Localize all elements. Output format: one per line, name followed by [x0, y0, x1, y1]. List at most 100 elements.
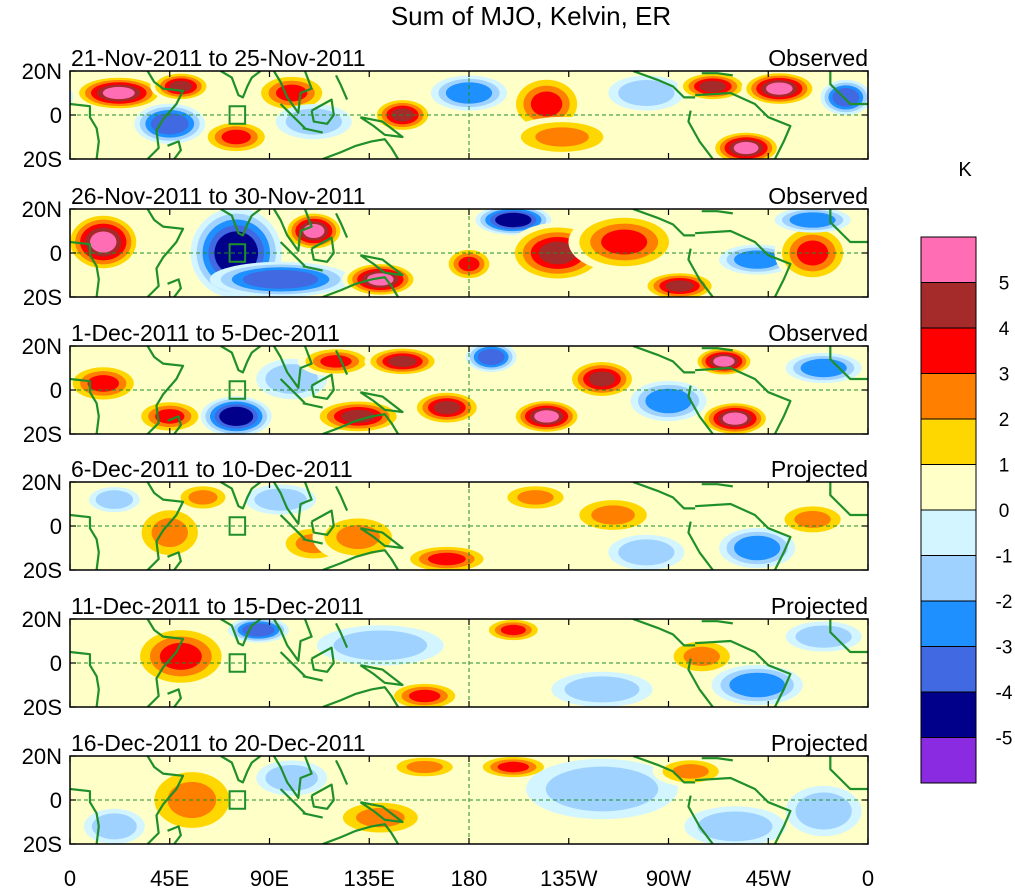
coast-madagascar	[167, 551, 182, 570]
anomaly-contour	[155, 409, 185, 424]
anomaly-field	[70, 209, 924, 297]
y-tick-label: 20N	[22, 744, 62, 769]
anomaly-field	[70, 619, 868, 707]
coast-east-africa	[146, 619, 185, 707]
coast-new-guinea	[359, 116, 404, 139]
coast-java	[302, 265, 323, 272]
coastlines	[70, 71, 868, 159]
anomaly-contour	[538, 241, 577, 265]
coastlines	[70, 619, 868, 707]
coast-philippines	[335, 349, 349, 376]
anomaly-contour	[188, 490, 218, 505]
coast-india	[220, 756, 262, 784]
coast-caribbean	[701, 483, 733, 488]
y-tick-label: 20N	[22, 607, 62, 632]
coast-java	[302, 812, 323, 819]
panel-status: Projected	[771, 456, 868, 482]
colorbar: 5 4 3 2 1 0 -1 -2 -3 -4 -5 K	[920, 159, 1013, 784]
colorbar-swatch	[920, 555, 977, 602]
x-tick-label: 90W	[646, 866, 691, 889]
colorbar-swatch	[920, 600, 977, 647]
region-box	[228, 105, 247, 125]
coast-west-africa	[829, 482, 868, 517]
anomaly-contour	[805, 798, 842, 824]
coast-east-africa	[146, 346, 185, 434]
coast-west-africa	[829, 619, 868, 654]
anomaly-contour	[320, 355, 352, 368]
anomaly-contour	[807, 361, 840, 375]
anomaly-contour	[497, 761, 530, 773]
coast-australia	[322, 549, 400, 570]
coast-central-america	[632, 71, 696, 99]
panel-3: 1-Dec-2011 to 5-Dec-2011 Observed 20N 0 20S	[22, 320, 917, 447]
anomaly-field	[70, 482, 868, 570]
coast-borneo	[310, 373, 335, 400]
anomaly-contour	[303, 223, 325, 239]
anomaly-contour	[710, 816, 760, 837]
coast-west-africa	[829, 756, 868, 791]
coast-caribbean	[701, 620, 733, 625]
anomaly-contour	[628, 84, 665, 102]
x-tick-label: 45E	[150, 866, 189, 889]
y-tick-label: 20N	[22, 197, 62, 222]
coast-sumatra	[279, 788, 306, 814]
anomaly-contour	[433, 401, 461, 415]
colorbar-swatch	[920, 509, 977, 556]
y-tick-label: 0	[50, 378, 62, 403]
coast-south-america	[687, 795, 714, 844]
coast-java	[302, 538, 323, 545]
anomaly-contour	[458, 256, 480, 272]
panel-status: Observed	[768, 183, 868, 209]
coastlines	[70, 209, 868, 297]
coast-india	[220, 71, 262, 99]
coast-madagascar	[167, 688, 182, 707]
coast-se-asia	[272, 346, 313, 389]
anomaly-contour	[794, 510, 831, 528]
colorbar-swatch	[920, 373, 977, 420]
anomaly-contour	[733, 141, 759, 155]
coast-philippines	[335, 74, 349, 101]
coast-madagascar	[167, 825, 182, 844]
y-tick-label: 20N	[22, 59, 62, 84]
colorbar-tick-label: -2	[996, 592, 1013, 613]
coast-sumatra	[279, 651, 306, 677]
colorbar-tick-label: 4	[999, 319, 1010, 340]
anomaly-contour	[672, 764, 709, 779]
panel-date-range: 21-Nov-2011 to 25-Nov-2011	[71, 45, 366, 71]
y-tick-label: 20S	[23, 422, 62, 447]
anomaly-contour	[713, 356, 735, 367]
x-tick-label: 135E	[344, 866, 395, 889]
anomaly-contour	[151, 518, 188, 548]
coast-caribbean	[701, 757, 733, 762]
coast-brazil	[695, 776, 792, 844]
anomaly-contour	[878, 224, 924, 261]
anomaly-contour	[481, 351, 501, 363]
anomaly-contour	[87, 375, 119, 392]
anomaly-contour	[588, 371, 616, 387]
colorbar-swatch	[920, 646, 977, 693]
colorbar-unit: K	[958, 159, 972, 181]
anomaly-contour	[722, 412, 748, 425]
colorbar-tick-label: -3	[996, 638, 1013, 659]
anomaly-contour	[738, 676, 777, 694]
coastlines	[70, 756, 868, 844]
panel-6: 16-Dec-2011 to 20-Dec-2011 Projected 20N 0 2…	[22, 730, 869, 857]
coast-australia	[322, 413, 400, 434]
y-tick-label: 0	[50, 241, 62, 266]
coast-west-africa-2	[70, 102, 100, 159]
anomaly-contour	[534, 410, 559, 423]
coastlines	[70, 346, 868, 434]
colorbar-tick-label: 5	[999, 274, 1010, 295]
colorbar-tick-label: -1	[996, 547, 1013, 568]
region-box	[228, 790, 247, 810]
anomaly-contour	[102, 493, 127, 506]
anomaly-field	[70, 346, 917, 434]
coast-sumatra	[279, 514, 306, 540]
coast-central-america	[632, 482, 696, 510]
coast-philippines	[335, 485, 349, 512]
anomaly-contour	[886, 375, 917, 392]
anomaly-contour	[766, 82, 793, 95]
coast-new-guinea	[359, 527, 404, 550]
colorbar-swatch	[920, 464, 977, 511]
